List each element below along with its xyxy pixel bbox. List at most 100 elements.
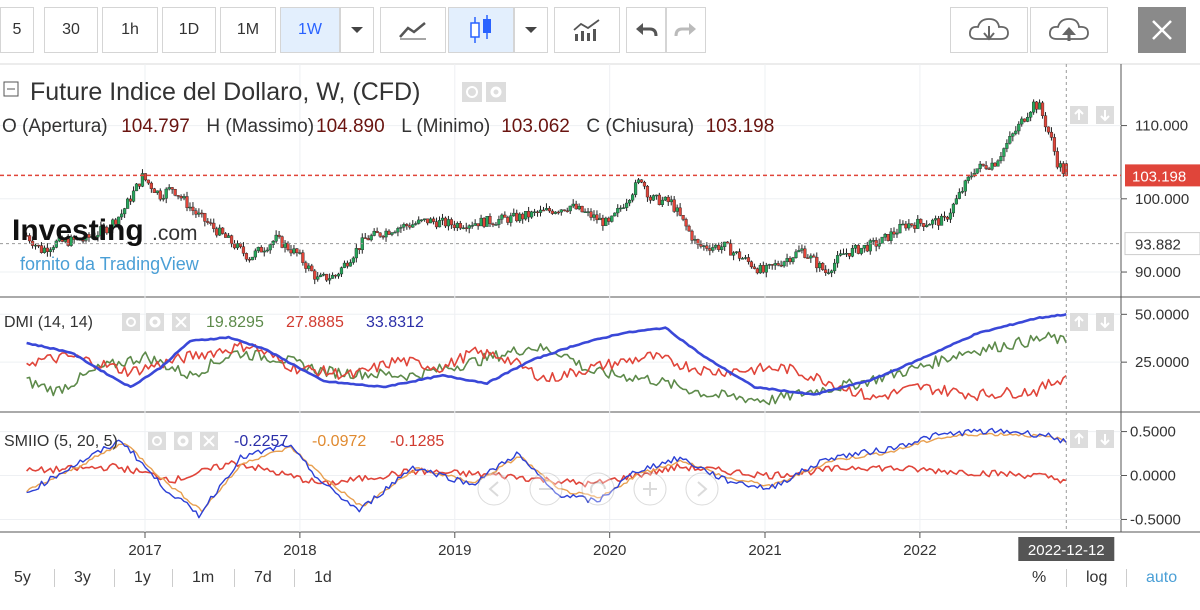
candle	[390, 232, 394, 237]
candle-body	[384, 230, 388, 238]
dmi-minus-value: 27.8885	[286, 314, 344, 331]
pane-scale-down-button[interactable]	[1096, 430, 1114, 448]
candle-body	[871, 240, 875, 242]
eye-icon[interactable]	[122, 313, 140, 331]
candle	[672, 196, 676, 213]
log-scale-button[interactable]: log	[1086, 569, 1108, 586]
candle	[559, 209, 563, 216]
smi-tick-label: 0.0000	[1130, 468, 1176, 485]
zoom-in-button[interactable]	[633, 472, 667, 506]
candle-body	[550, 210, 554, 214]
candlestick-button[interactable]	[448, 7, 514, 53]
candle-body	[654, 194, 658, 197]
close-icon[interactable]	[200, 432, 218, 450]
price-tick-label: 100.000	[1135, 191, 1189, 208]
pane-scale-down-button[interactable]	[1096, 106, 1114, 124]
candle	[170, 187, 174, 194]
candle	[218, 224, 222, 236]
candle	[387, 229, 391, 235]
zoom-out-button[interactable]	[529, 472, 563, 506]
cloud-download-button[interactable]	[950, 7, 1028, 53]
candle-body	[936, 218, 941, 226]
candle	[399, 224, 403, 233]
candle	[327, 273, 332, 285]
candle	[969, 171, 973, 180]
close-button[interactable]	[1138, 7, 1186, 53]
range-1m-button[interactable]: 1m	[192, 569, 215, 586]
eye-icon[interactable]	[462, 82, 482, 102]
percent-scale-button[interactable]: %	[1032, 569, 1047, 586]
scroll-right-button[interactable]	[685, 472, 719, 506]
candle-body	[191, 206, 195, 211]
range-5y-button[interactable]: 5y	[14, 569, 31, 586]
candle	[357, 248, 361, 255]
close-icon[interactable]	[172, 313, 190, 331]
candle-body	[933, 218, 938, 221]
interval-30-button[interactable]: 30	[44, 7, 98, 53]
pane-scale-down-button[interactable]	[1096, 313, 1114, 331]
ohlc-value: 104.797	[121, 116, 190, 137]
candle	[1002, 147, 1006, 162]
pane-scale-up-button[interactable]	[1070, 313, 1088, 331]
reset-button[interactable]	[581, 472, 615, 506]
candle-body	[645, 185, 650, 198]
smi-oscillator-line	[26, 460, 1067, 488]
interval-dropdown-button[interactable]	[340, 7, 374, 53]
candle	[841, 248, 846, 255]
candle-body	[351, 257, 355, 263]
interval-1d-button[interactable]: 1D	[162, 7, 216, 53]
candle-body	[390, 232, 394, 235]
indicators-button[interactable]	[554, 7, 620, 53]
candle-body	[256, 246, 260, 252]
candle-body	[1020, 118, 1024, 125]
interval-1m-button[interactable]: 1M	[220, 7, 276, 53]
ohlc-label: H (Massimo)	[206, 116, 314, 137]
candle	[158, 188, 162, 202]
candle	[1052, 133, 1057, 156]
range-1d-button[interactable]: 1d	[314, 569, 332, 586]
candle	[289, 245, 293, 257]
line-chart-button[interactable]	[380, 7, 446, 53]
interval-5-button[interactable]: 5	[0, 7, 34, 53]
candle	[375, 227, 379, 234]
range-3y-button[interactable]: 3y	[74, 569, 91, 586]
candle	[431, 216, 436, 225]
candle	[283, 240, 287, 253]
scroll-left-button[interactable]	[477, 472, 511, 506]
range-7d-button[interactable]: 7d	[254, 569, 272, 586]
pane-scale-up-button[interactable]	[1070, 430, 1088, 448]
cloud-upload-button[interactable]	[1030, 7, 1108, 53]
chart-type-dropdown-button[interactable]	[514, 7, 548, 53]
candle	[149, 181, 153, 193]
undo-button[interactable]	[626, 7, 666, 53]
gear-icon[interactable]	[486, 82, 506, 102]
candle	[648, 194, 653, 204]
candle-body	[957, 192, 961, 199]
candle	[705, 242, 709, 252]
auto-scale-button[interactable]: auto	[1146, 569, 1178, 586]
candle	[235, 240, 240, 250]
redo-button[interactable]	[666, 7, 706, 53]
candle-body	[907, 223, 911, 229]
eye-icon[interactable]	[148, 432, 166, 450]
candle	[904, 221, 908, 231]
gear-icon[interactable]	[146, 313, 164, 331]
candle-body	[717, 244, 721, 250]
candle-body	[1043, 115, 1048, 128]
candle	[628, 199, 632, 207]
pane-scale-up-button[interactable]	[1070, 106, 1088, 124]
interval-1h-button[interactable]: 1h	[102, 7, 158, 53]
candle	[194, 208, 198, 218]
candle-body	[827, 272, 831, 274]
candle	[660, 196, 664, 207]
ohlc-label: L (Minimo)	[401, 116, 490, 137]
candle	[348, 259, 352, 267]
interval-1w-button[interactable]: 1W	[280, 7, 340, 53]
candle	[378, 232, 382, 238]
gear-icon[interactable]	[174, 432, 192, 450]
chart-area[interactable]: 110.000 100.000 90.000 103.198 93.882 50.0000…	[0, 62, 1200, 562]
range-1y-button[interactable]: 1y	[134, 569, 151, 586]
candle-body	[152, 188, 156, 193]
candle-body	[734, 251, 739, 253]
candle-body	[630, 194, 635, 201]
